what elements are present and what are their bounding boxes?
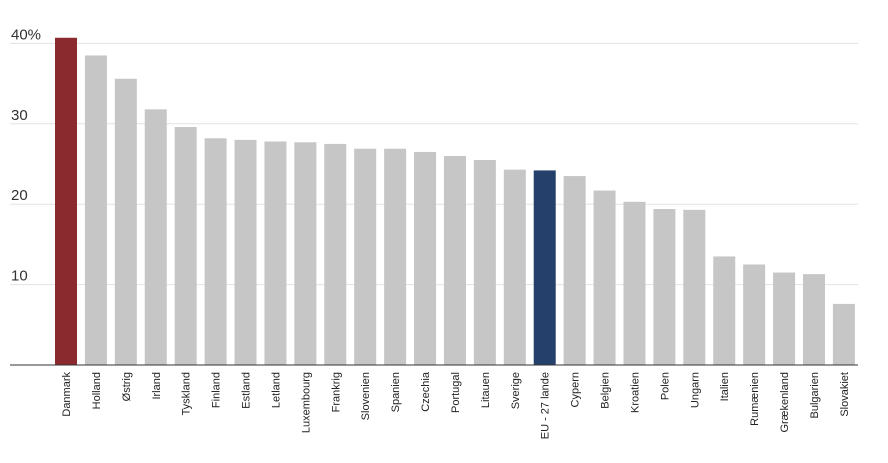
- bar: [174, 127, 197, 366]
- bar: [533, 170, 556, 365]
- x-tick-label: Grækenland: [779, 372, 791, 433]
- x-tick-label: Letland: [270, 372, 282, 408]
- x-tick-label: Spanien: [390, 372, 402, 412]
- bar: [683, 209, 706, 365]
- bar: [473, 159, 496, 365]
- x-tick-label: Bulgarien: [809, 372, 821, 418]
- x-tick-label: Polen: [659, 372, 671, 400]
- bar: [84, 55, 107, 366]
- x-tick-label: Frankrig: [330, 372, 342, 412]
- bar: [563, 176, 586, 365]
- x-tick-label: Ungarn: [689, 372, 701, 408]
- x-tick-label: Finland: [211, 372, 223, 408]
- bar: [324, 143, 347, 365]
- x-tick-label: Slovenien: [360, 372, 372, 420]
- bar: [713, 256, 736, 365]
- bar: [773, 272, 796, 365]
- x-tick-label: Belgien: [600, 372, 612, 409]
- bar: [234, 139, 257, 365]
- bar: [653, 209, 676, 365]
- y-axis-tick-labels: 10 20 30 40%: [11, 26, 41, 284]
- bar: [384, 148, 407, 365]
- x-tick-label: Italien: [719, 372, 731, 401]
- x-tick-label: Danmark: [61, 372, 73, 417]
- bar: [294, 142, 317, 365]
- y-tick-label: 20: [11, 187, 28, 204]
- bar: [623, 201, 646, 365]
- bar: [55, 37, 77, 366]
- bars: [55, 37, 855, 366]
- x-tick-label: Rumænien: [749, 372, 761, 426]
- x-tick-label: Litauen: [480, 372, 492, 408]
- x-tick-label: Estland: [241, 372, 253, 409]
- x-tick-label: Slovakiet: [839, 372, 851, 417]
- x-tick-label: Tyskland: [181, 372, 193, 415]
- x-tick-label: Portugal: [450, 372, 462, 413]
- x-tick-label: Czechia: [420, 371, 432, 412]
- bar: [144, 109, 167, 365]
- bar: [503, 169, 526, 365]
- bar: [593, 190, 616, 365]
- x-tick-label: EU - 27 lande: [540, 372, 552, 439]
- bar: [832, 303, 855, 365]
- x-tick-label: Kroatien: [629, 372, 641, 413]
- bar: [354, 148, 377, 365]
- x-tick-label: Irland: [151, 372, 163, 400]
- x-tick-label: Holland: [91, 372, 103, 409]
- bar: [743, 264, 766, 365]
- x-tick-label: Cypern: [570, 372, 582, 407]
- x-tick-label: Luxembourg: [300, 372, 312, 433]
- bar: [114, 78, 137, 365]
- y-tick-label: 10: [11, 268, 28, 285]
- bar: [204, 138, 227, 365]
- bar: [443, 155, 466, 365]
- y-tick-label: 30: [11, 107, 28, 124]
- x-axis-tick-labels: Danmark Holland Østrig Irland Tyskland Finlan…: [61, 371, 851, 439]
- bar: [414, 151, 437, 365]
- y-tick-label: 40%: [11, 26, 41, 43]
- x-tick-label: Sverige: [510, 372, 522, 409]
- bar: [803, 274, 825, 365]
- x-tick-label: Østrig: [121, 372, 133, 401]
- bar: [264, 141, 287, 365]
